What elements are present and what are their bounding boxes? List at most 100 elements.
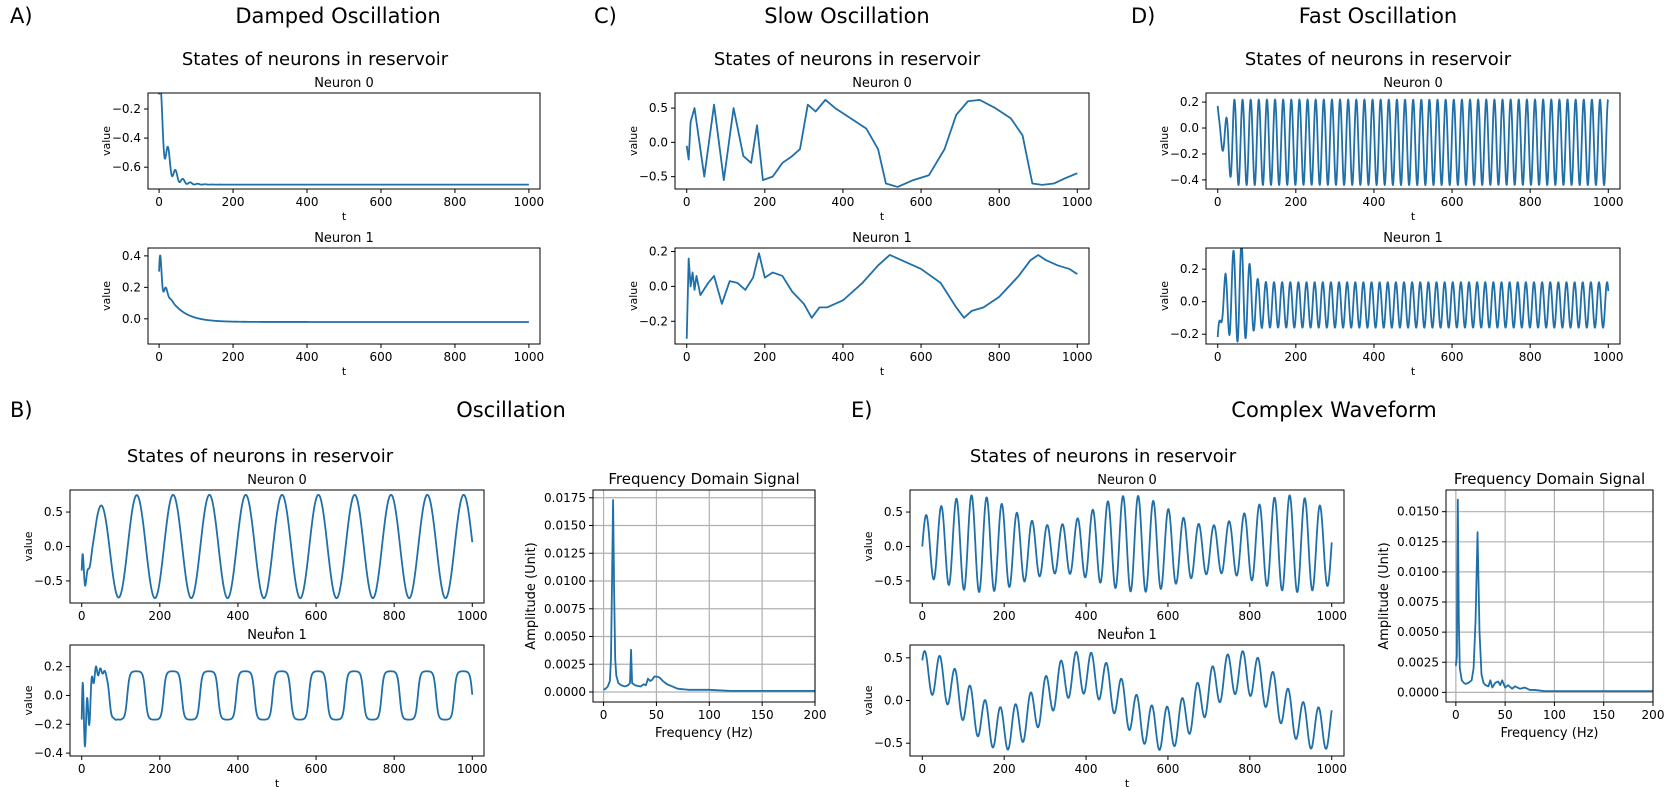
x-tick-label: 600 — [370, 350, 393, 364]
chart-4: 0 200 400 600 800 1000 0.2 0.0 −0.2 Neuron 1 t valu… — [627, 231, 1093, 378]
x-tick-label: 600 — [305, 609, 328, 623]
x-axis-label: t — [880, 365, 885, 378]
chart-title: Neuron 0 — [852, 76, 912, 91]
series-line — [603, 499, 815, 692]
y-tick-label: −0.2 — [112, 102, 141, 116]
x-tick-label: 400 — [831, 350, 854, 364]
panel-a-header: A) Damped Oscillation States of neurons … — [10, 4, 449, 70]
y-axis-label: value — [862, 531, 875, 561]
x-axis-label: t — [275, 777, 280, 787]
y-tick-label: 0.0100 — [1397, 565, 1439, 579]
chart-7: 0 200 400 600 800 1000 0.5 0.0 −0.5 Neuron 0 t valu… — [22, 473, 488, 637]
series-line — [921, 650, 1333, 751]
y-tick-label: −0.2 — [34, 717, 63, 731]
x-tick-label: 1000 — [514, 195, 545, 209]
panel-c-header: C) Slow Oscillation States of neurons in… — [594, 4, 981, 70]
axes-frame — [909, 644, 1345, 757]
axes-frame — [69, 644, 485, 757]
x-tick-label: 100 — [698, 708, 721, 722]
chart-title: Neuron 0 — [1383, 76, 1443, 91]
x-tick-label: 1000 — [1316, 762, 1347, 776]
x-tick-label: 0 — [1452, 708, 1460, 722]
x-axis-label: t — [275, 624, 280, 637]
x-tick-label: 400 — [1362, 195, 1385, 209]
y-tick-label: 0.5 — [884, 651, 903, 665]
x-tick-label: 200 — [753, 195, 776, 209]
x-tick-label: 1000 — [1062, 195, 1093, 209]
x-tick-label: 800 — [443, 350, 466, 364]
x-tick-label: 800 — [1238, 609, 1261, 623]
x-tick-label: 200 — [1284, 350, 1307, 364]
series-line — [685, 252, 1078, 339]
x-axis-label: Frequency (Hz) — [655, 726, 753, 741]
chart-11: 0 200 400 600 800 1000 0.5 0.0 −0.5 Neuron 1 t valu… — [862, 628, 1347, 787]
x-tick-label: 1000 — [1593, 195, 1624, 209]
y-tick-label: 0.0 — [1180, 121, 1199, 135]
x-tick-label: 150 — [751, 708, 774, 722]
chart-title: Frequency Domain Signal — [608, 470, 799, 488]
y-tick-label: 0.0 — [122, 312, 141, 326]
chart-title: Frequency Domain Signal — [1454, 470, 1645, 488]
y-tick-label: 0.0 — [649, 279, 668, 293]
y-axis-label: value — [1158, 126, 1171, 156]
x-tick-label: 400 — [1075, 609, 1098, 623]
x-tick-label: 0 — [918, 762, 926, 776]
x-tick-label: 0 — [683, 350, 691, 364]
y-tick-label: −0.5 — [874, 574, 903, 588]
x-tick-label: 0 — [155, 195, 163, 209]
x-tick-label: 1000 — [1593, 350, 1624, 364]
chart-title: Neuron 1 — [1383, 231, 1443, 246]
panel-e-subtitle: States of neurons in reservoir — [970, 446, 1237, 467]
series-line — [80, 493, 474, 600]
panel-e-letter: E) — [851, 398, 872, 422]
panel-d-subtitle: States of neurons in reservoir — [1245, 49, 1512, 70]
y-axis-label: value — [100, 281, 113, 311]
y-tick-label: 0.0125 — [544, 546, 586, 560]
panel-c-letter: C) — [594, 4, 617, 28]
x-tick-label: 800 — [443, 195, 466, 209]
y-axis-label: value — [1158, 281, 1171, 311]
chart-title: Neuron 0 — [314, 76, 374, 91]
x-axis-label: t — [1411, 210, 1416, 223]
x-tick-label: 400 — [1362, 350, 1385, 364]
y-tick-label: 0.0 — [884, 694, 903, 708]
x-tick-label: 200 — [1642, 708, 1665, 722]
x-tick-label: 400 — [226, 609, 249, 623]
panel-e-header: E) Complex Waveform States of neurons in… — [851, 398, 1437, 467]
series-line — [1216, 98, 1609, 187]
y-tick-label: −0.5 — [34, 574, 63, 588]
y-tick-label: 0.0000 — [544, 685, 586, 699]
axes-frame — [674, 92, 1090, 190]
x-axis-label: t — [1125, 777, 1130, 787]
y-tick-label: 0.0150 — [1397, 505, 1439, 519]
x-tick-label: 1000 — [1062, 350, 1093, 364]
chart-5: 0 200 400 600 800 1000 0.2 0.0 −0.2 −0.4 Neuron 0 t… — [1158, 76, 1624, 223]
series-line — [685, 98, 1078, 188]
x-tick-label: 800 — [988, 350, 1011, 364]
y-tick-label: 0.0000 — [1397, 685, 1439, 699]
x-tick-label: 800 — [1519, 195, 1542, 209]
y-axis-label: value — [100, 126, 113, 156]
axes-frame — [147, 92, 541, 190]
chart-8: 0 200 400 600 800 1000 0.2 0.0 −0.2 −0.4 Neuron 1 t… — [22, 628, 488, 787]
panel-b-header: B) Oscillation States of neurons in rese… — [10, 398, 566, 467]
x-tick-label: 400 — [1075, 762, 1098, 776]
y-tick-label: 0.0175 — [544, 491, 586, 505]
chart-3: 0 200 400 600 800 1000 0.5 0.0 −0.5 Neuron 0 t valu… — [627, 76, 1093, 223]
y-tick-label: 0.0150 — [544, 519, 586, 533]
x-tick-label: 0 — [155, 350, 163, 364]
panel-a-title: Damped Oscillation — [235, 4, 440, 28]
x-tick-label: 600 — [910, 195, 933, 209]
y-axis-label: value — [22, 685, 35, 715]
x-axis-label: t — [1125, 624, 1130, 637]
chart-title: Neuron 1 — [314, 231, 374, 246]
x-tick-label: 0 — [600, 708, 608, 722]
y-tick-label: −0.2 — [639, 314, 668, 328]
chart-title: Neuron 0 — [1097, 473, 1157, 488]
chart-title: Neuron 1 — [247, 628, 307, 643]
y-tick-label: 0.0025 — [1397, 655, 1439, 669]
x-tick-label: 200 — [1284, 195, 1307, 209]
series-line — [158, 254, 530, 323]
y-tick-label: 0.2 — [122, 280, 141, 294]
x-tick-label: 800 — [383, 609, 406, 623]
